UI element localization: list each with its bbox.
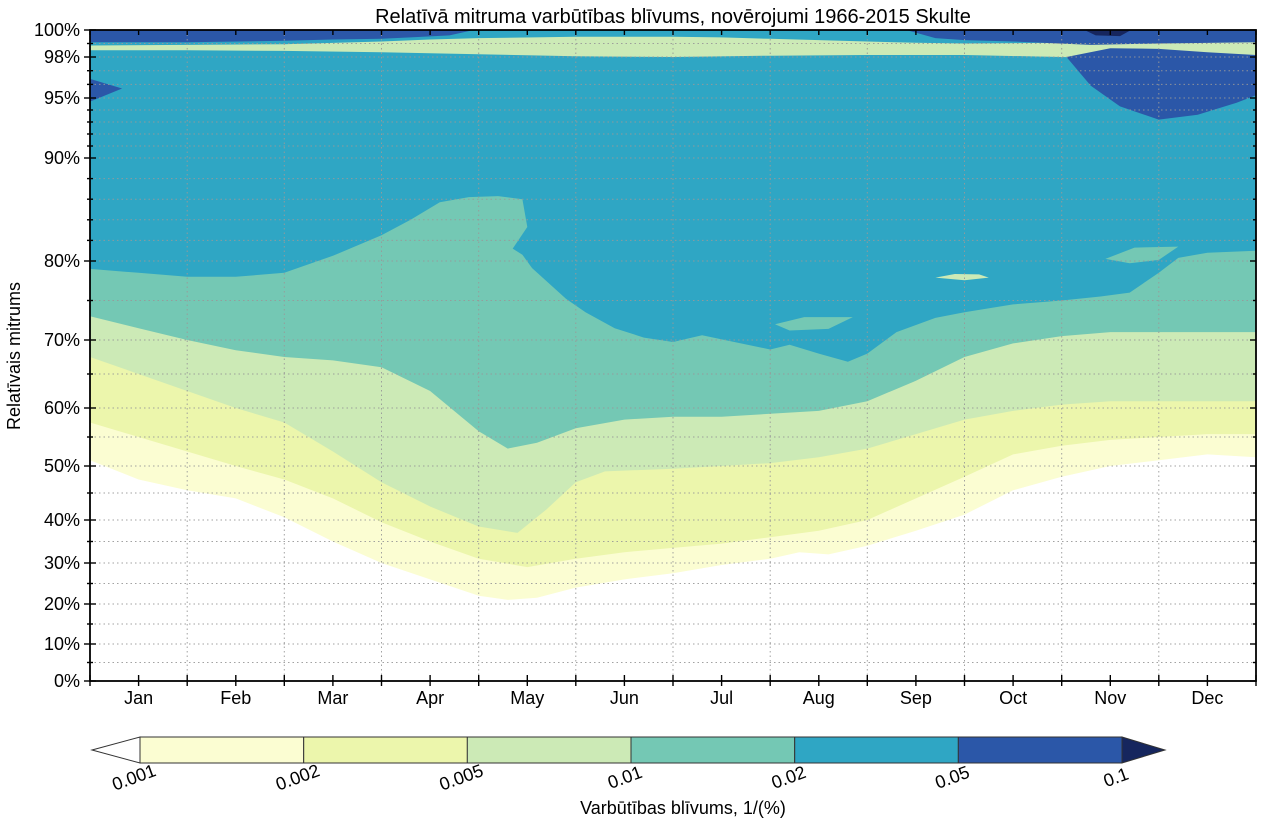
x-tick-label-may: May	[510, 688, 544, 708]
colorbar-tick-label: 0.002	[273, 760, 322, 794]
contour-nov-tongue-medium	[1105, 246, 1179, 264]
colorbar-tick-label: 0.1	[1101, 764, 1131, 791]
colorbar-over-arrow	[1121, 736, 1167, 764]
contour-jul-lens-medium	[775, 317, 853, 331]
y-tick-label: 40%	[44, 510, 80, 530]
x-tick-labels: Jan Feb Mar Apr May Jun Jul Aug Sep Oct Nov Dec	[124, 688, 1223, 708]
colorbar-segment-0.05	[957, 736, 1123, 764]
colorbar-under-arrow	[90, 736, 141, 764]
colorbar-tick-label: 0.005	[437, 760, 486, 794]
colorbar-tick-label: 0.01	[605, 762, 645, 793]
chart-title: Relatīvā mitruma varbūtības blīvums, nov…	[375, 6, 971, 28]
y-tick-label: 90%	[44, 148, 80, 168]
x-tick-label-sep: Sep	[900, 688, 932, 708]
x-tick-label-jan: Jan	[124, 688, 153, 708]
x-tick-label-jul: Jul	[710, 688, 733, 708]
x-tick-label-apr: Apr	[416, 688, 444, 708]
colorbar-axis-label: Varbūtības blīvums, 1/(%)	[580, 798, 786, 818]
colorbar: 0.001 0.002 0.005 0.01 0.02 0.05 0.1	[90, 736, 1167, 794]
y-tick-label: 20%	[44, 594, 80, 614]
x-tick-label-feb: Feb	[220, 688, 251, 708]
colorbar-segment-0.001	[139, 736, 305, 764]
y-tick-label: 50%	[44, 456, 80, 476]
colorbar-segment-0.02	[794, 736, 959, 764]
contour-sep-lens-light	[935, 274, 989, 281]
colorbar-tick-label: 0.05	[932, 762, 972, 793]
x-tick-label-nov: Nov	[1094, 688, 1126, 708]
y-tick-label: 10%	[44, 634, 80, 654]
contour-navy-top-stripe-left	[90, 30, 474, 43]
y-tick-label: 100%	[34, 20, 80, 40]
x-tick-label-aug: Aug	[803, 688, 835, 708]
gridlines	[90, 30, 1256, 681]
x-tick-label-dec: Dec	[1191, 688, 1223, 708]
colorbar-segment-0.002	[303, 736, 468, 764]
y-tick-label: 60%	[44, 398, 80, 418]
contour-navy-top-stripe-right	[906, 30, 1256, 45]
y-axis-label: Relatīvais mitrums	[4, 282, 24, 430]
colorbar-tick-label: 0.001	[109, 760, 158, 794]
y-tick-label: 95%	[44, 88, 80, 108]
y-tick-labels: 0% 10% 20% 30% 40% 50% 60% 70% 80% 90% 95% 98% 100%	[34, 20, 80, 691]
colorbar-tick-label: 0.02	[769, 762, 809, 793]
y-tick-label: 80%	[44, 251, 80, 271]
y-tick-label: 70%	[44, 330, 80, 350]
contour-navy-blob-jan-left	[90, 78, 123, 102]
y-tick-label: 30%	[44, 553, 80, 573]
colorbar-segment-0.005	[466, 736, 632, 764]
y-tick-label: 0%	[54, 671, 80, 691]
x-tick-label-jun: Jun	[610, 688, 639, 708]
y-tick-label: 98%	[44, 47, 80, 67]
x-tick-label-oct: Oct	[999, 688, 1027, 708]
contour-darkest-lens-nov-top	[1086, 30, 1130, 37]
x-tick-label-mar: Mar	[317, 688, 348, 708]
colorbar-segment-0.01	[630, 736, 796, 764]
axis-ticks	[84, 29, 1257, 686]
